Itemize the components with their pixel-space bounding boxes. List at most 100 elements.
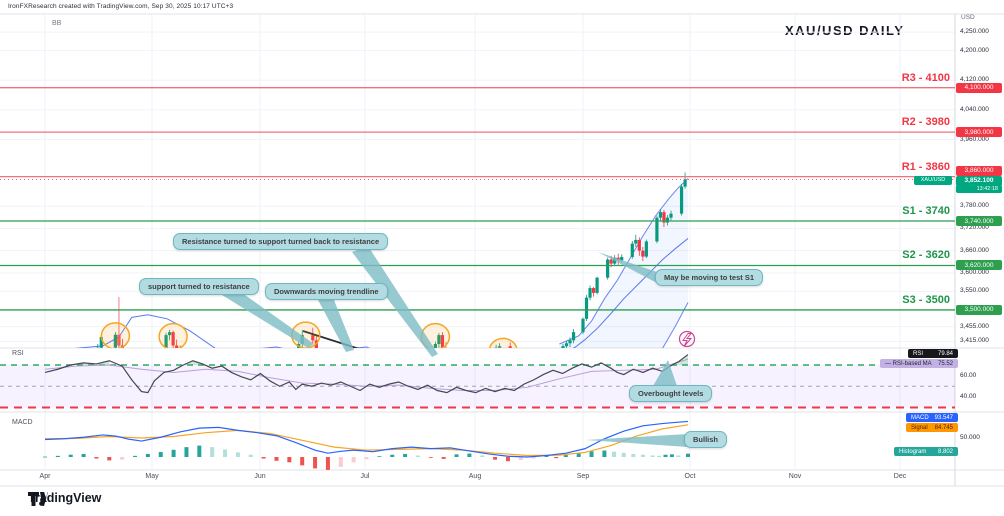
rsi-axis-tick[interactable]: 40.00 — [960, 392, 977, 400]
price-axis-tick[interactable]: 3,780.000 — [960, 202, 989, 210]
last-price-badge: 3,852.100 — [956, 175, 1002, 186]
rsi-pane-label[interactable]: RSI — [12, 350, 24, 357]
macd-histogram-bar — [669, 454, 674, 457]
time-axis-label-may[interactable]: May — [145, 473, 159, 480]
macd-histogram-bar — [576, 452, 581, 457]
macd-histogram-bar — [248, 454, 253, 457]
level-axis-badge-S2: 3,620.000 — [956, 260, 1002, 271]
annotation-bullish[interactable]: Bullish — [684, 431, 728, 448]
candle-body — [662, 212, 666, 223]
highlight-circle-drawing[interactable] — [100, 322, 131, 349]
macd-value-badge: MACD 93.547 — [906, 413, 958, 422]
time-axis-label-apr[interactable]: Apr — [39, 473, 51, 480]
annotation-pointer-downtrend — [318, 300, 354, 352]
rsi-line — [44, 354, 689, 394]
macd-histogram-bar — [120, 457, 125, 460]
rsi-pane[interactable] — [0, 354, 955, 409]
macd-histogram-bar — [210, 447, 215, 457]
level-label-S2: S2 - 3620 — [902, 249, 950, 262]
macd-histogram-bar — [55, 455, 60, 457]
macd-histogram-bar — [377, 456, 382, 458]
highlight-circle-drawing[interactable] — [158, 322, 188, 350]
candle-body — [609, 259, 613, 264]
price-axis-tick[interactable]: 4,120.000 — [960, 76, 989, 84]
macd-axis-tick[interactable]: 50.000 — [960, 434, 980, 441]
annotation-overbought[interactable]: Overbought levels — [629, 385, 713, 402]
price-axis-currency-label: USD — [961, 14, 975, 21]
candle-body — [644, 241, 648, 257]
macd-histogram-bar — [197, 445, 202, 457]
macd-histogram-bar — [261, 457, 266, 459]
candle-body — [591, 288, 596, 293]
time-axis-label-dec[interactable]: Dec — [893, 473, 907, 480]
macd-histogram-bar — [650, 455, 655, 457]
macd-histogram-bar — [454, 454, 459, 457]
macd-histogram-bar — [612, 451, 617, 457]
candlestick-series[interactable] — [96, 172, 687, 366]
macd-histogram-bar — [145, 453, 150, 457]
price-axis-tick[interactable]: 3,600.000 — [960, 268, 989, 276]
time-axis-label-sep[interactable]: Sep — [576, 473, 590, 480]
time-axis-label-oct[interactable]: Oct — [684, 473, 696, 480]
annotation-resistance-flip[interactable]: Resistance turned to support turned back… — [173, 233, 389, 250]
macd-histogram-bar — [364, 457, 369, 460]
macd-histogram-bar — [43, 456, 47, 458]
macd-histogram-bar — [554, 457, 559, 459]
macd-histogram-bar — [133, 455, 138, 457]
price-axis-tick[interactable]: 3,960.000 — [960, 135, 989, 143]
macd-histogram-bar — [158, 452, 163, 457]
highlight-circle-drawing[interactable] — [488, 337, 518, 364]
price-axis-tick[interactable]: 3,720.000 — [960, 224, 989, 232]
annotation-downtrend[interactable]: Downwards moving trendline — [265, 283, 388, 300]
candle-body — [655, 217, 659, 242]
time-axis-label-nov[interactable]: Nov — [788, 473, 802, 480]
time-axis-label-aug[interactable]: Aug — [468, 473, 482, 480]
macd-histogram-bar — [441, 457, 446, 459]
rsi-badge-name: RSI — [913, 350, 924, 357]
candle-body — [630, 243, 634, 257]
price-axis-tick[interactable]: 4,200.000 — [960, 46, 989, 54]
price-axis-tick[interactable]: 4,040.000 — [960, 105, 989, 113]
level-axis-badge-R1: 3,860.000 — [956, 165, 1002, 176]
macd-line — [44, 420, 689, 458]
price-axis-tick[interactable]: 3,660.000 — [960, 246, 989, 254]
rsi-badge-value: 79.84 — [937, 350, 953, 357]
bollinger-indicator-label[interactable]: BB — [52, 20, 62, 27]
macd-histogram-bar — [544, 455, 549, 457]
level-label-R3: R3 - 4100 — [901, 71, 950, 84]
candle-body — [171, 332, 175, 346]
macd-pane[interactable] — [43, 420, 690, 470]
candle-body — [571, 332, 576, 341]
macd-histogram-bar — [68, 454, 73, 457]
macd-histogram-bar — [531, 457, 536, 459]
tradingview-logo[interactable]: TradingView — [28, 491, 101, 506]
price-axis-tick[interactable]: 4,250.000 — [960, 28, 989, 36]
annotation-pointer-overbought — [653, 360, 677, 386]
level-label-R2: R2 - 3980 — [901, 116, 950, 129]
lightning-icon[interactable] — [678, 330, 696, 348]
macd-histogram-bar — [313, 457, 318, 469]
time-axis-label-jul[interactable]: Jul — [360, 473, 370, 480]
macd-histogram-bar — [338, 457, 343, 467]
rsi-axis-tick[interactable]: 60.00 — [960, 371, 977, 379]
macd-pane-label[interactable]: MACD — [12, 419, 33, 426]
candle-body — [641, 250, 645, 257]
annotation-test-s1[interactable]: May be moving to test S1 — [655, 269, 764, 286]
downtrend-line-drawing[interactable] — [302, 330, 372, 353]
time-axis-label-jun[interactable]: Jun — [254, 473, 266, 480]
level-axis-badge-R2: 3,980.000 — [956, 127, 1002, 138]
macd-badge-name: MACD — [911, 414, 929, 421]
macd-histogram-bar — [274, 457, 279, 461]
annotation-support-flip[interactable]: support turned to resistance — [139, 278, 259, 295]
price-axis-tick[interactable]: 3,415.000 — [960, 337, 989, 345]
histogram-badge-name: Histogram — [899, 448, 927, 455]
macd-histogram-bar — [621, 452, 626, 457]
macd-histogram-bar — [415, 455, 420, 457]
price-axis-tick[interactable]: 3,455.000 — [960, 322, 989, 330]
candle-body — [584, 297, 589, 319]
tradingview-logo-icon — [28, 492, 48, 506]
level-axis-badge-R3: 4,100.000 — [956, 82, 1002, 93]
price-axis-tick[interactable]: 3,550.000 — [960, 287, 989, 295]
